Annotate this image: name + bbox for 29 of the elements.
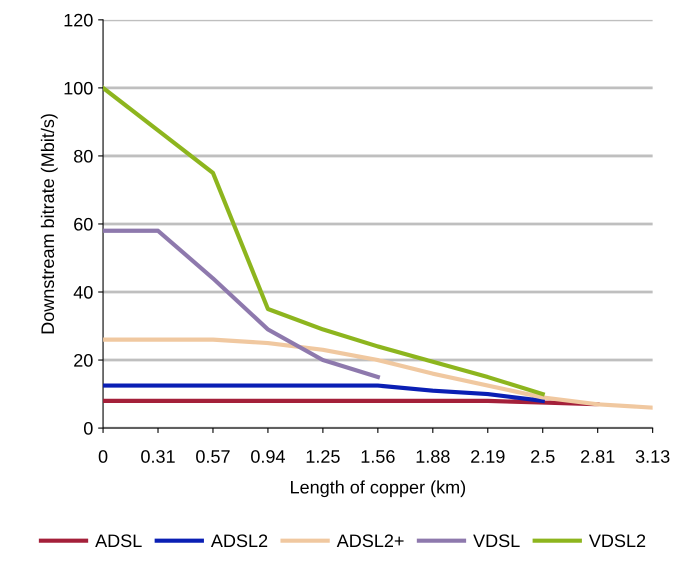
legend-label: ADSL2+ (336, 534, 404, 548)
y-tick-label: 40 (74, 286, 93, 299)
x-tick-label: 1.88 (416, 450, 450, 463)
x-tick-label: 0 (98, 450, 108, 463)
y-tick-label: 60 (74, 218, 93, 231)
line-series (103, 86, 545, 396)
x-tick-label: 2.5 (531, 450, 555, 463)
y-axis-title: Downstream bitrate (Mbit/s) (40, 114, 58, 334)
y-tick-label: 20 (74, 354, 93, 367)
y-tick-label: 0 (84, 422, 93, 435)
x-tick-label: 3.13 (636, 450, 670, 463)
y-tick-label: 120 (64, 14, 93, 27)
x-tick-label: 0.31 (141, 450, 175, 463)
legend-label: VDSL2 (588, 534, 646, 548)
legend-label: ADSL2 (210, 534, 268, 548)
x-tick-label: 2.19 (471, 450, 504, 463)
line-series (103, 338, 653, 410)
x-tick-label: 0.57 (196, 450, 230, 463)
x-axis-title: Length of copper (km) (291, 480, 466, 498)
legend-label: VDSL (473, 534, 520, 548)
x-tick-label: 0.94 (251, 450, 285, 463)
line-series (103, 383, 545, 403)
x-tick-label: 2.81 (581, 450, 614, 463)
y-tick-label: 100 (64, 82, 93, 95)
x-tick-label: 1.25 (306, 450, 340, 463)
line-series (103, 228, 380, 380)
y-tick-label: 80 (74, 150, 93, 163)
x-tick-label: 1.56 (362, 450, 395, 463)
legend-label: ADSL (95, 534, 142, 548)
